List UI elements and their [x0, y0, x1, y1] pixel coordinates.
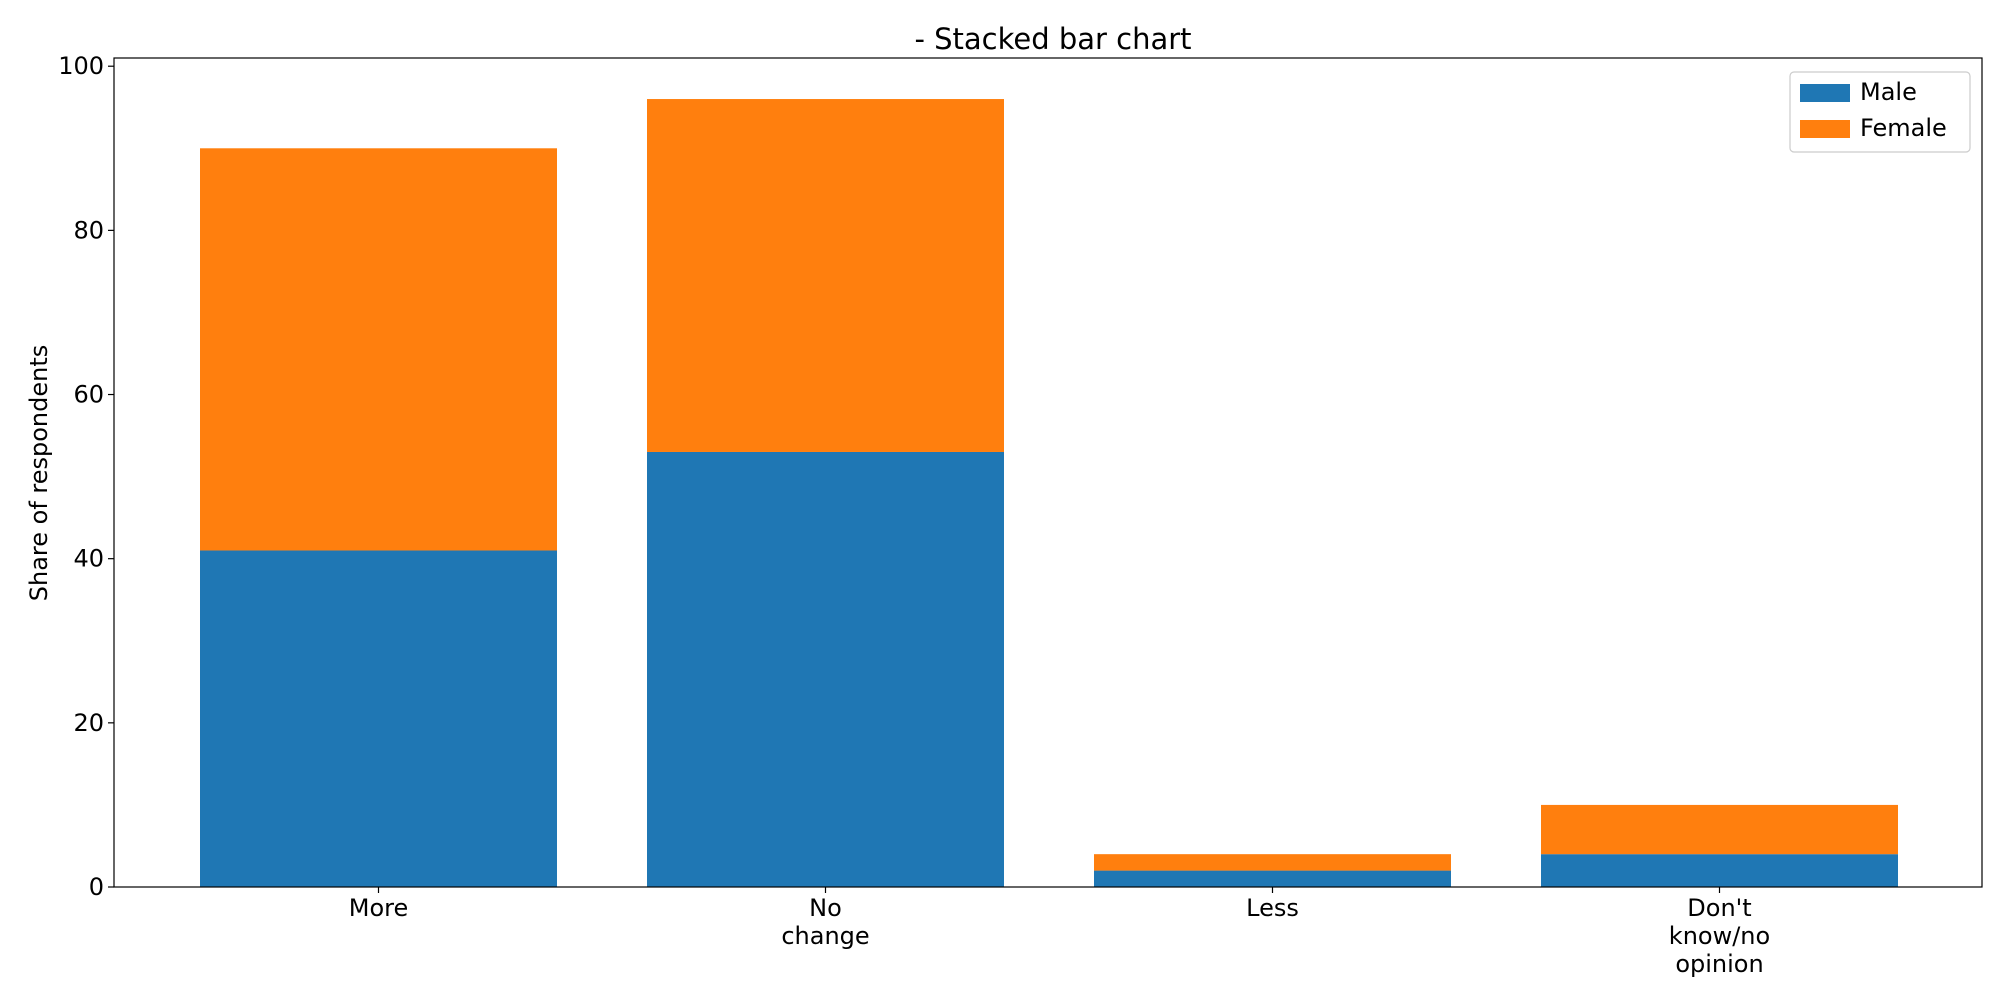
legend-label-female: Female	[1860, 114, 1947, 142]
plot-area: 0 20 40 60 80 100 More No change Less Don't know/no…	[58, 52, 1898, 978]
x-tick-label-line: No	[809, 894, 842, 922]
y-tick-label: 0	[89, 873, 104, 901]
plot-frame	[113, 57, 1983, 888]
y-tick-label: 80	[73, 216, 104, 244]
x-tick-label-line: know/no	[1669, 922, 1770, 950]
x-tick-label-line: Less	[1246, 894, 1299, 922]
x-tick-label: No change	[781, 894, 869, 950]
x-tick-label-line: opinion	[1675, 950, 1763, 978]
bar-female-0	[200, 148, 557, 551]
chart-title: - Stacked bar chart	[914, 22, 1191, 56]
bar-female-2	[1094, 854, 1451, 871]
bar-female-1	[647, 99, 1004, 452]
y-axis-label: Share of respondents	[25, 345, 53, 602]
x-tick-label-line: More	[349, 894, 409, 922]
x-tick-label-line: change	[781, 922, 869, 950]
y-tick-label: 40	[73, 545, 104, 573]
y-tick-label: 100	[58, 52, 104, 80]
legend-swatch-female	[1800, 120, 1850, 138]
legend-label-male: Male	[1860, 78, 1917, 106]
y-tick-label: 60	[73, 381, 104, 409]
bar-male-1	[647, 451, 1004, 887]
y-tick-label: 20	[73, 709, 104, 737]
legend: Male Female	[1789, 71, 1971, 153]
legend-swatch-male	[1800, 84, 1850, 102]
x-tick-label: More	[349, 894, 409, 922]
x-tick-label: Don't know/no opinion	[1669, 894, 1770, 978]
x-tick-label: Less	[1246, 894, 1299, 922]
bar-male-2	[1094, 870, 1451, 887]
x-tick-label-line: Don't	[1687, 894, 1751, 922]
bar-female-3	[1541, 804, 1898, 855]
bar-male-3	[1541, 854, 1898, 887]
bar-male-0	[200, 550, 557, 887]
